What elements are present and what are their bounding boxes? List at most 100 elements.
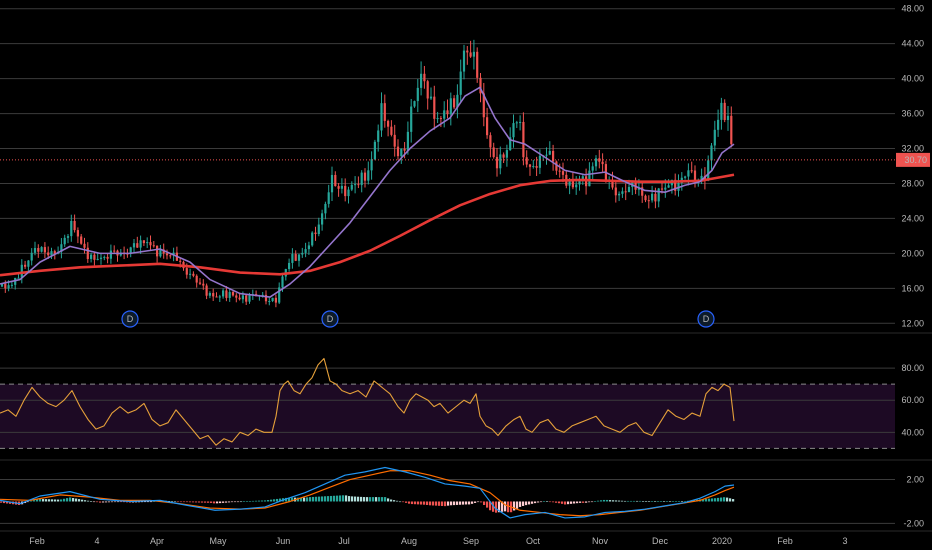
candle-body <box>618 193 621 196</box>
macd-histogram-bar <box>261 500 264 502</box>
macd-histogram-bar <box>81 499 84 502</box>
candle-body <box>53 251 56 254</box>
dividend-marker-icon <box>121 310 139 328</box>
macd-histogram-bar <box>57 499 60 502</box>
dividend-marker-label: D <box>703 314 710 324</box>
candle-body <box>495 156 499 169</box>
candle-body <box>433 96 436 119</box>
macd-histogram-bar <box>354 496 357 502</box>
candle-body <box>20 264 23 278</box>
candle-body <box>80 236 83 244</box>
candle-body <box>202 283 205 286</box>
macd-histogram-bar <box>456 501 459 505</box>
x-tick-label: Nov <box>592 536 609 546</box>
candle-body <box>330 174 334 193</box>
macd-histogram-bar <box>627 500 630 502</box>
macd-histogram-bar <box>255 500 258 502</box>
macd-histogram-bar <box>300 497 303 502</box>
candle-body <box>146 242 149 244</box>
candle-body <box>400 148 403 157</box>
candle-body <box>66 236 70 238</box>
candle-body <box>667 185 670 188</box>
candle-body <box>568 179 571 186</box>
macd-histogram-bar <box>522 501 525 506</box>
macd-histogram-bar <box>555 501 558 503</box>
macd-histogram-bar <box>708 498 711 502</box>
candle-body <box>218 296 221 298</box>
candle-body <box>390 126 393 135</box>
macd-histogram-bar <box>366 497 369 502</box>
candle-body <box>624 191 627 193</box>
candle-body <box>462 50 466 72</box>
macd-histogram-bar <box>603 499 606 502</box>
macd-histogram-bar <box>87 500 90 502</box>
macd-histogram-bar <box>198 501 201 503</box>
macd-histogram-bar <box>324 496 327 502</box>
candle-body <box>416 87 419 102</box>
candle-body <box>449 98 452 115</box>
macd-histogram-bar <box>576 501 579 504</box>
candle-body <box>575 184 578 188</box>
macd-histogram-bar <box>267 500 270 502</box>
candle-body <box>383 103 386 121</box>
candle-body <box>363 172 367 181</box>
macd-histogram-bar <box>186 501 189 503</box>
x-tick-label: Jul <box>338 536 350 546</box>
macd-histogram-bar <box>453 501 456 506</box>
macd-histogram-bar <box>72 498 75 502</box>
candle-body <box>641 187 644 196</box>
candle-body <box>380 103 383 131</box>
candle-body <box>644 195 647 201</box>
x-tick-label: 4 <box>94 536 99 546</box>
price-tick-label: 28.00 <box>901 178 924 188</box>
macd-histogram-bar <box>273 499 276 502</box>
x-tick-label: Feb <box>29 536 45 546</box>
candle-body <box>10 284 13 286</box>
candle-body <box>228 292 231 298</box>
candle-body <box>446 110 449 115</box>
candle-body <box>588 170 591 187</box>
candle-body <box>238 297 241 300</box>
macd-histogram-bar <box>684 501 687 502</box>
candle-body <box>264 294 268 302</box>
macd-histogram-bar <box>189 501 192 503</box>
candle-body <box>294 254 297 261</box>
candle-body <box>439 118 442 120</box>
candle-body <box>370 159 373 171</box>
macd-histogram-bar <box>720 497 723 502</box>
macd-histogram-bar <box>606 499 609 502</box>
candle-body <box>700 175 703 181</box>
slow-moving-average-line <box>0 173 735 277</box>
macd-histogram-bar <box>729 498 732 502</box>
macd-histogram-bar <box>126 501 129 503</box>
macd-histogram-bar <box>540 501 543 503</box>
macd-histogram-bar <box>69 497 72 502</box>
candle-body <box>235 295 238 298</box>
macd-histogram-bar <box>144 501 147 503</box>
candle-body <box>222 290 225 297</box>
candle-body <box>30 252 33 261</box>
candle-body <box>423 73 426 82</box>
candle-body <box>571 179 574 188</box>
macd-histogram-bar <box>432 501 435 506</box>
candle-body <box>436 118 439 120</box>
candle-body <box>502 154 505 158</box>
macd-histogram-bar <box>648 501 651 502</box>
candle-body <box>469 52 472 57</box>
macd-histogram-bar <box>480 501 483 503</box>
rsi-tick-label: 60.00 <box>901 395 924 405</box>
macd-histogram-bar <box>408 501 411 504</box>
macd-histogram-bar <box>360 496 363 502</box>
candle-body <box>314 232 317 235</box>
macd-histogram-bar <box>618 500 621 502</box>
candle-body <box>713 129 716 146</box>
candle-body <box>410 106 413 132</box>
fast-moving-average-line <box>0 86 735 298</box>
candle-body <box>288 262 291 270</box>
candle-body <box>350 184 353 190</box>
macd-histogram-bar <box>552 501 555 503</box>
macd-histogram-bar <box>411 501 414 505</box>
macd-histogram-bar <box>111 501 114 503</box>
price-tick-label: 16.00 <box>901 283 924 293</box>
